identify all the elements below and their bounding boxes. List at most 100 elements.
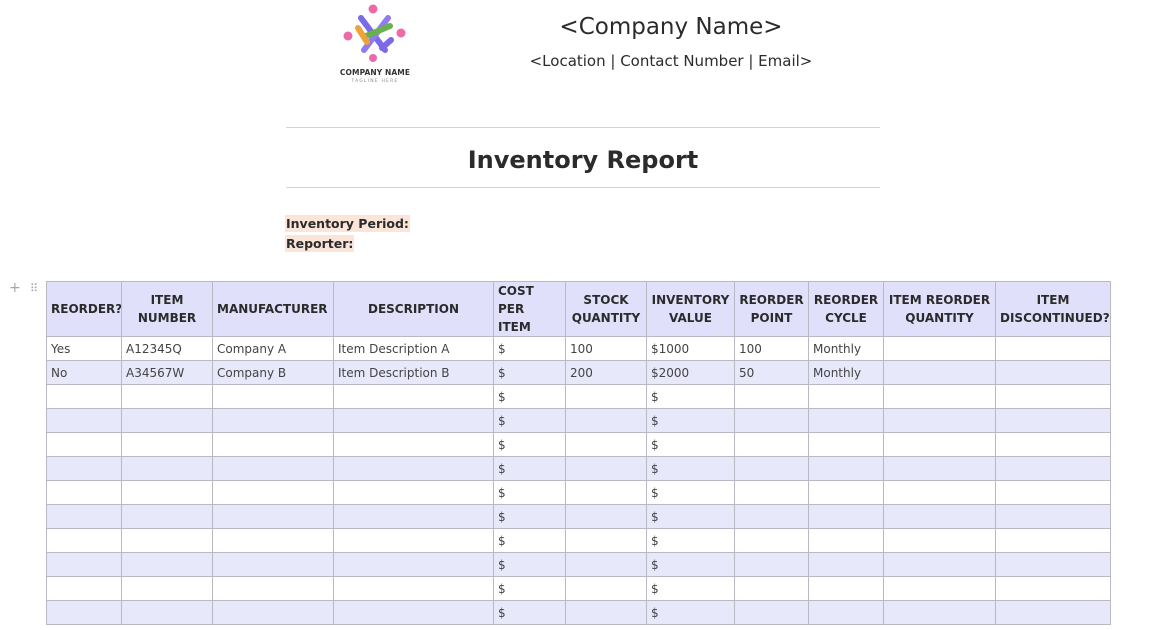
cell-stock-quantity[interactable] <box>565 432 647 457</box>
cell-inventory-value[interactable]: $2000 <box>646 360 735 385</box>
column-header-manufacturer[interactable]: MANUFACTURER <box>212 281 334 337</box>
cell-item-number[interactable] <box>121 432 213 457</box>
cell-inventory-value[interactable]: $ <box>646 576 735 601</box>
cell-inventory-value[interactable]: $ <box>646 480 735 505</box>
cell-description[interactable] <box>333 480 494 505</box>
cell-manufacturer[interactable] <box>212 480 334 505</box>
cell-inventory-value[interactable]: $ <box>646 600 735 625</box>
cell-item-reorder-quantity[interactable] <box>883 576 996 601</box>
cell-cost-per-item[interactable]: $ <box>493 480 566 505</box>
cell-item-number[interactable] <box>121 408 213 433</box>
cell-cost-per-item[interactable]: $ <box>493 504 566 529</box>
cell-stock-quantity[interactable] <box>565 456 647 481</box>
cell-description[interactable] <box>333 456 494 481</box>
cell-stock-quantity[interactable] <box>565 576 647 601</box>
column-header-item-reorder-quantity[interactable]: ITEM REORDER QUANTITY <box>883 281 996 337</box>
cell-reorder[interactable] <box>46 552 122 577</box>
cell-reorder-point[interactable] <box>734 552 809 577</box>
cell-item-number[interactable] <box>121 480 213 505</box>
cell-reorder-cycle[interactable] <box>808 600 884 625</box>
cell-item-reorder-quantity[interactable] <box>883 552 996 577</box>
cell-description[interactable] <box>333 408 494 433</box>
cell-stock-quantity[interactable] <box>565 384 647 409</box>
cell-reorder-cycle[interactable]: Monthly <box>808 336 884 361</box>
cell-reorder[interactable] <box>46 384 122 409</box>
cell-cost-per-item[interactable]: $ <box>493 576 566 601</box>
cell-item-reorder-quantity[interactable] <box>883 504 996 529</box>
cell-description[interactable]: Item Description B <box>333 360 494 385</box>
cell-reorder-cycle[interactable] <box>808 552 884 577</box>
column-header-cost-per-item[interactable]: COST PER ITEM <box>493 281 566 337</box>
cell-item-discontinued[interactable] <box>995 360 1111 385</box>
cell-item-reorder-quantity[interactable] <box>883 384 996 409</box>
cell-manufacturer[interactable] <box>212 504 334 529</box>
cell-manufacturer[interactable] <box>212 408 334 433</box>
cell-reorder-point[interactable]: 100 <box>734 336 809 361</box>
cell-reorder[interactable] <box>46 528 122 553</box>
column-header-item-discontinued[interactable]: ITEM DISCONTINUED? <box>995 281 1111 337</box>
column-header-reorder-cycle[interactable]: REORDER CYCLE <box>808 281 884 337</box>
cell-item-reorder-quantity[interactable] <box>883 408 996 433</box>
cell-reorder-cycle[interactable] <box>808 480 884 505</box>
cell-item-discontinued[interactable] <box>995 576 1111 601</box>
cell-inventory-value[interactable]: $ <box>646 456 735 481</box>
cell-stock-quantity[interactable] <box>565 600 647 625</box>
cell-reorder[interactable] <box>46 480 122 505</box>
cell-inventory-value[interactable]: $ <box>646 504 735 529</box>
cell-item-number[interactable]: A12345Q <box>121 336 213 361</box>
cell-inventory-value[interactable]: $ <box>646 552 735 577</box>
cell-inventory-value[interactable]: $ <box>646 384 735 409</box>
cell-stock-quantity[interactable] <box>565 408 647 433</box>
cell-item-discontinued[interactable] <box>995 408 1111 433</box>
cell-description[interactable] <box>333 576 494 601</box>
cell-item-reorder-quantity[interactable] <box>883 336 996 361</box>
column-header-inventory-value[interactable]: INVENTORY VALUE <box>646 281 735 337</box>
cell-inventory-value[interactable]: $1000 <box>646 336 735 361</box>
column-header-reorder-point[interactable]: REORDER POINT <box>734 281 809 337</box>
cell-reorder[interactable]: Yes <box>46 336 122 361</box>
cell-cost-per-item[interactable]: $ <box>493 336 566 361</box>
cell-stock-quantity[interactable]: 100 <box>565 336 647 361</box>
cell-item-discontinued[interactable] <box>995 480 1111 505</box>
column-header-description[interactable]: DESCRIPTION <box>333 281 494 337</box>
cell-cost-per-item[interactable]: $ <box>493 456 566 481</box>
cell-reorder-point[interactable] <box>734 432 809 457</box>
cell-item-number[interactable] <box>121 528 213 553</box>
cell-cost-per-item[interactable]: $ <box>493 600 566 625</box>
cell-item-reorder-quantity[interactable] <box>883 528 996 553</box>
cell-description[interactable] <box>333 432 494 457</box>
cell-manufacturer[interactable] <box>212 552 334 577</box>
cell-reorder-cycle[interactable] <box>808 576 884 601</box>
cell-reorder[interactable] <box>46 504 122 529</box>
cell-reorder[interactable]: No <box>46 360 122 385</box>
cell-reorder-point[interactable]: 50 <box>734 360 809 385</box>
cell-item-number[interactable] <box>121 552 213 577</box>
cell-inventory-value[interactable]: $ <box>646 408 735 433</box>
cell-manufacturer[interactable] <box>212 600 334 625</box>
cell-manufacturer[interactable] <box>212 528 334 553</box>
cell-reorder-cycle[interactable] <box>808 504 884 529</box>
cell-description[interactable] <box>333 600 494 625</box>
cell-description[interactable]: Item Description A <box>333 336 494 361</box>
cell-stock-quantity[interactable] <box>565 504 647 529</box>
cell-item-number[interactable] <box>121 456 213 481</box>
cell-item-discontinued[interactable] <box>995 432 1111 457</box>
cell-reorder[interactable] <box>46 432 122 457</box>
cell-description[interactable] <box>333 504 494 529</box>
cell-item-reorder-quantity[interactable] <box>883 360 996 385</box>
cell-manufacturer[interactable] <box>212 384 334 409</box>
cell-reorder[interactable] <box>46 456 122 481</box>
cell-cost-per-item[interactable]: $ <box>493 408 566 433</box>
cell-item-number[interactable] <box>121 576 213 601</box>
cell-manufacturer[interactable]: Company B <box>212 360 334 385</box>
cell-stock-quantity[interactable] <box>565 528 647 553</box>
cell-item-discontinued[interactable] <box>995 336 1111 361</box>
cell-stock-quantity[interactable] <box>565 480 647 505</box>
cell-reorder-cycle[interactable] <box>808 456 884 481</box>
cell-reorder-cycle[interactable] <box>808 432 884 457</box>
cell-item-reorder-quantity[interactable] <box>883 600 996 625</box>
cell-cost-per-item[interactable]: $ <box>493 552 566 577</box>
drag-handle-icon[interactable]: ⠿ <box>30 282 38 295</box>
cell-reorder-point[interactable] <box>734 384 809 409</box>
cell-reorder-cycle[interactable] <box>808 384 884 409</box>
